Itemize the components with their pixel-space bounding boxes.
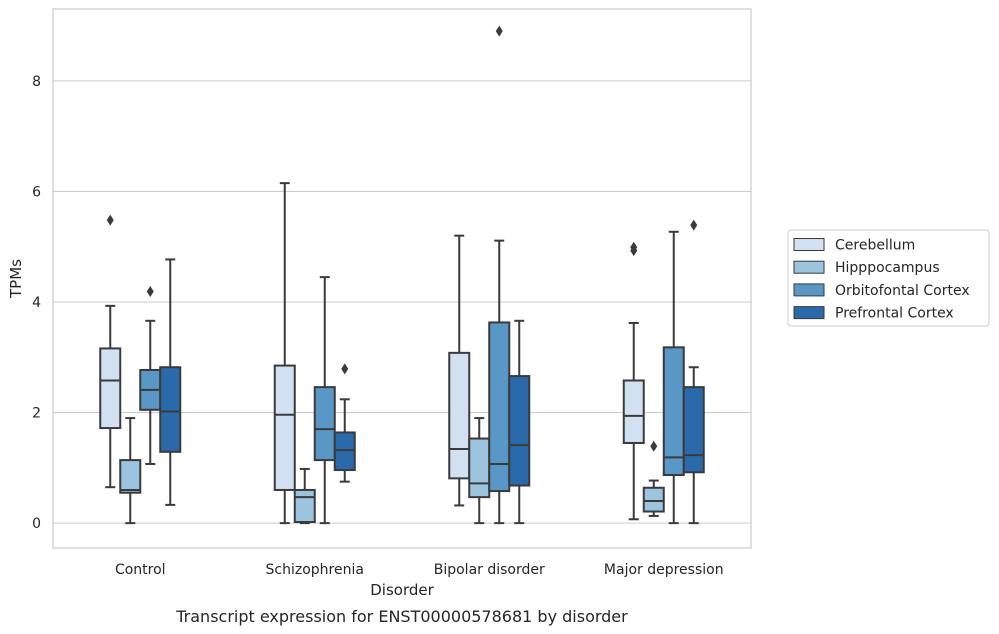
legend: Cerebellum Hipppocampus Orbitofontal Corte… bbox=[787, 229, 990, 327]
outlier-point bbox=[341, 363, 349, 375]
outlier-point bbox=[146, 285, 154, 297]
legend-frame bbox=[787, 229, 990, 327]
box-iqr bbox=[119, 459, 142, 494]
legend-item: Cerebellum bbox=[793, 238, 915, 254]
outlier-point bbox=[690, 219, 698, 231]
legend-swatch bbox=[793, 306, 825, 320]
box-0-0 bbox=[99, 214, 122, 489]
y-tick-label: 8 bbox=[32, 74, 41, 90]
x-tick-label: Control bbox=[115, 562, 166, 578]
box-0-3 bbox=[622, 241, 645, 521]
y-tick-label: 2 bbox=[32, 406, 41, 422]
outlier-point bbox=[630, 241, 638, 253]
y-axis-label: TPMs bbox=[7, 259, 25, 299]
box-iqr bbox=[682, 386, 705, 474]
x-tick-label: Schizophrenia bbox=[266, 562, 364, 578]
box-1-2 bbox=[468, 417, 491, 525]
box-iqr bbox=[508, 375, 531, 487]
legend-label: Cerebellum bbox=[835, 238, 915, 254]
box-2-2 bbox=[488, 25, 511, 525]
box-iqr bbox=[273, 364, 296, 491]
legend-item: Orbitofontal Cortex bbox=[793, 283, 970, 299]
box-2-0 bbox=[139, 285, 162, 465]
y-tick-labels: 0 2 4 6 8 bbox=[32, 74, 41, 532]
box-1-3 bbox=[642, 440, 665, 517]
box-iqr bbox=[662, 346, 685, 477]
legend-swatch bbox=[793, 238, 825, 251]
legend-item: Prefrontal Cortex bbox=[793, 306, 954, 322]
box-iqr bbox=[333, 431, 356, 472]
legend-swatch bbox=[793, 260, 825, 274]
box-2-3 bbox=[662, 230, 685, 525]
legend-label: Orbitofontal Cortex bbox=[835, 283, 970, 299]
x-tick-labels: Control Schizophrenia Bipolar disorder Majo… bbox=[115, 562, 724, 578]
box-iqr bbox=[159, 366, 182, 453]
outlier-point bbox=[650, 440, 658, 452]
x-tick-label: Major depression bbox=[604, 562, 724, 578]
box-3-2 bbox=[508, 319, 531, 525]
outlier-point bbox=[106, 214, 114, 226]
box-2-1 bbox=[313, 276, 336, 525]
box-3-1 bbox=[333, 363, 356, 483]
boxes bbox=[99, 25, 705, 525]
box-3-3 bbox=[682, 219, 705, 525]
x-tick-label: Bipolar disorder bbox=[434, 562, 545, 578]
x-axis-label: Disorder bbox=[370, 581, 434, 599]
legend-swatch bbox=[793, 283, 825, 297]
legend-item: Hipppocampus bbox=[793, 260, 940, 276]
box-iqr bbox=[642, 486, 665, 513]
box-iqr bbox=[99, 347, 122, 430]
gridlines bbox=[53, 80, 751, 524]
legend-label: Prefrontal Cortex bbox=[835, 306, 954, 322]
legend-items: Cerebellum Hipppocampus Orbitofontal Corte… bbox=[793, 238, 970, 322]
box-iqr bbox=[468, 437, 491, 499]
box-iqr bbox=[622, 379, 645, 444]
y-tick-label: 4 bbox=[32, 295, 41, 311]
outlier-point bbox=[495, 25, 503, 37]
y-tick-label: 0 bbox=[32, 516, 41, 532]
box-1-0 bbox=[119, 417, 142, 525]
chart-caption: Transcript expression for ENST0000057868… bbox=[175, 607, 628, 626]
box-iqr bbox=[488, 321, 511, 493]
y-tick-label: 6 bbox=[32, 184, 41, 200]
box-iqr bbox=[313, 386, 336, 462]
box-3-0 bbox=[159, 258, 182, 506]
box-iqr bbox=[293, 488, 316, 524]
box-0-1 bbox=[273, 182, 296, 525]
plot-frame bbox=[52, 8, 752, 549]
legend-label: Hipppocampus bbox=[835, 260, 940, 276]
box-0-2 bbox=[448, 234, 471, 507]
box-iqr bbox=[448, 351, 471, 480]
box-1-1 bbox=[293, 467, 316, 525]
